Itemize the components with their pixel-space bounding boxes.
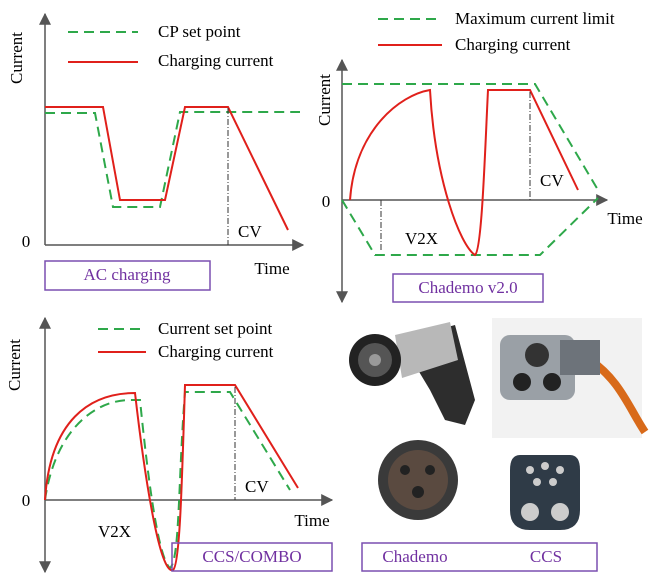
connectors: Chademo CCS — [349, 318, 645, 571]
origin: 0 — [322, 192, 331, 211]
panel-ccs: Current 0 Time Current set point Chargin… — [5, 318, 332, 572]
annotation: CV — [245, 477, 269, 496]
legend-text: Charging current — [158, 342, 274, 361]
caption: Chademo — [382, 547, 447, 566]
legend-text: Maximum current limit — [455, 9, 615, 28]
annotation: CV — [238, 222, 262, 241]
legend-text: Charging current — [455, 35, 571, 54]
caption: CCS — [530, 547, 562, 566]
legend-text: CP set point — [158, 22, 241, 41]
set-curve — [45, 112, 300, 207]
caption: CCS/COMBO — [202, 547, 301, 566]
ccs-socket — [510, 455, 580, 530]
annotation: V2X — [405, 229, 438, 248]
legend-text: Current set point — [158, 319, 273, 338]
annotation: V2X — [98, 522, 131, 541]
y-label: Current — [315, 74, 334, 126]
caption: AC charging — [83, 265, 171, 284]
x-label: Time — [254, 259, 289, 278]
panel-chademo: Current 0 Time Maximum current limit Cha… — [315, 9, 643, 302]
figure: Current 0 Time CP set point Charging cur… — [0, 0, 651, 574]
origin: 0 — [22, 491, 31, 510]
x-label: Time — [294, 511, 329, 530]
origin: 0 — [22, 232, 31, 251]
annotation: CV — [540, 171, 564, 190]
chademo-plug — [349, 322, 475, 425]
x-label: Time — [607, 209, 642, 228]
current-curve — [45, 107, 288, 230]
y-label: Current — [5, 339, 24, 391]
limit-lower — [342, 198, 598, 255]
caption: Chademo v2.0 — [418, 278, 517, 297]
y-label: Current — [7, 32, 26, 84]
ccs-plug — [492, 318, 645, 438]
chademo-socket — [378, 440, 458, 520]
panel-ac: Current 0 Time CP set point Charging cur… — [7, 14, 303, 290]
legend-text: Charging current — [158, 51, 274, 70]
